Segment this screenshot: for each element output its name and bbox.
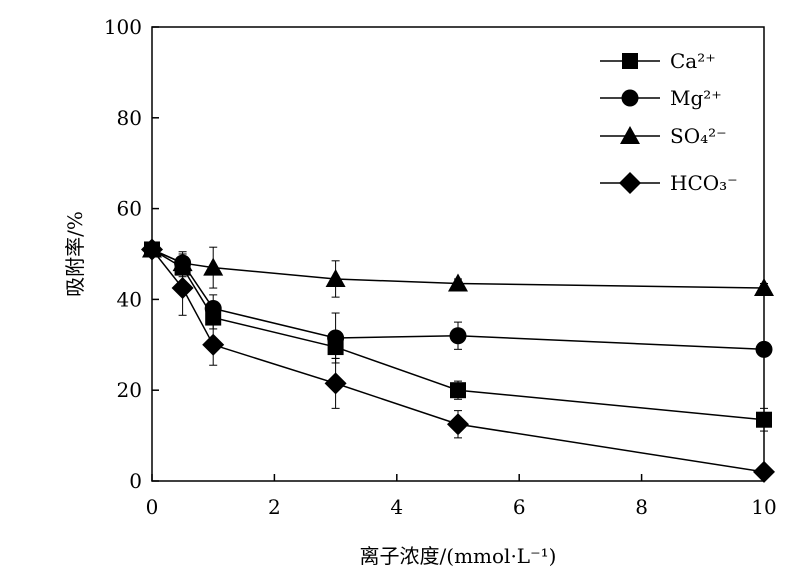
x-axis-title: 离子浓度/(mmol·L⁻¹): [360, 544, 557, 568]
data-point: [141, 238, 163, 261]
legend-marker: [622, 53, 638, 69]
legend: Ca²⁺ Mg²⁺ SO₄²⁻ HCO₃⁻: [600, 49, 738, 195]
x-tick-label: 2: [268, 495, 281, 519]
legend-label: Mg²⁺: [670, 86, 722, 110]
x-tick-label: 4: [390, 495, 403, 519]
x-tick-label: 8: [635, 495, 648, 519]
data-point: [449, 327, 467, 345]
y-tick-label: 100: [104, 15, 142, 39]
y-tick-label: 60: [117, 197, 142, 221]
legend-marker: [620, 126, 640, 144]
y-tick-label: 20: [117, 378, 142, 402]
data-point: [447, 413, 469, 436]
data-point: [171, 277, 194, 300]
data-point: [325, 268, 346, 287]
series-line: [151, 248, 765, 289]
x-tick-label: 6: [513, 495, 526, 519]
y-tick-label: 40: [117, 287, 142, 311]
x-tick-label: 10: [751, 495, 776, 519]
data-point: [204, 299, 222, 317]
series-layer: [141, 238, 775, 483]
legend-marker: [621, 89, 639, 107]
series-circle: [143, 240, 773, 364]
data-point: [203, 257, 224, 276]
data-point: [450, 382, 466, 399]
data-point: [327, 329, 345, 347]
data-point: [448, 273, 468, 292]
legend-label: HCO₃⁻: [670, 171, 738, 195]
data-point: [756, 411, 772, 428]
series-line: [151, 248, 765, 473]
legend-label: Ca²⁺: [670, 49, 716, 73]
x-tick-label: 0: [146, 495, 159, 519]
series-triangle: [142, 239, 774, 298]
data-point: [202, 333, 225, 356]
y-tick-label: 0: [129, 469, 142, 493]
legend-label: SO₄²⁻: [670, 124, 727, 148]
data-point: [324, 372, 347, 395]
y-tick-label: 80: [117, 106, 142, 130]
data-point: [754, 278, 774, 297]
legend-marker: [619, 172, 641, 194]
series-diamond: [141, 238, 775, 483]
y-axis-title: 吸附率/%: [63, 211, 87, 297]
data-point: [753, 460, 775, 483]
data-point: [755, 340, 773, 358]
